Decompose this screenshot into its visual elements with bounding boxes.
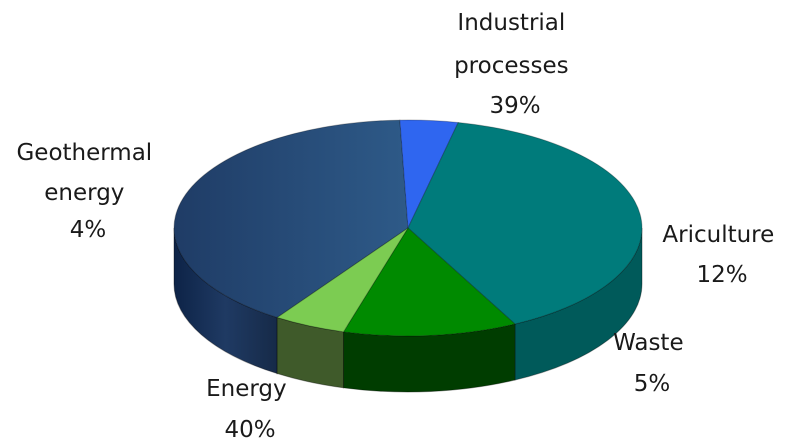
label-waste-pct: 5% bbox=[634, 371, 671, 397]
pie-tops bbox=[173, 119, 643, 337]
label-geothermal-line1: Geothermal bbox=[16, 140, 152, 166]
slice-top-ariculture bbox=[342, 227, 517, 337]
slice-top-geothermal-energy bbox=[399, 119, 460, 230]
slice-top-waste bbox=[276, 227, 409, 333]
label-industrial-pct: 39% bbox=[489, 93, 540, 119]
label-industrial-line1: Industrial bbox=[457, 10, 565, 36]
slice-label-agriculture: Ariculture 12% bbox=[662, 222, 781, 288]
label-geothermal-line2: energy bbox=[44, 180, 124, 206]
label-geothermal-pct: 4% bbox=[70, 217, 107, 243]
slice-label-waste: Waste 5% bbox=[613, 330, 691, 397]
slice-top-energy bbox=[173, 119, 409, 319]
label-waste-name: Waste bbox=[613, 330, 684, 356]
slice-label-industrial: Industrial processes 39% bbox=[454, 10, 576, 119]
label-agriculture-name: Ariculture bbox=[662, 222, 774, 248]
label-energy-pct: 40% bbox=[224, 417, 275, 441]
label-agriculture-pct: 12% bbox=[696, 262, 747, 288]
slice-label-energy: Energy 40% bbox=[206, 376, 294, 441]
label-industrial-line2: processes bbox=[454, 53, 569, 79]
slice-top-industrial-processes bbox=[407, 121, 643, 325]
label-energy-name: Energy bbox=[206, 376, 287, 402]
slice-label-geothermal: Geothermal energy 4% bbox=[16, 140, 159, 243]
